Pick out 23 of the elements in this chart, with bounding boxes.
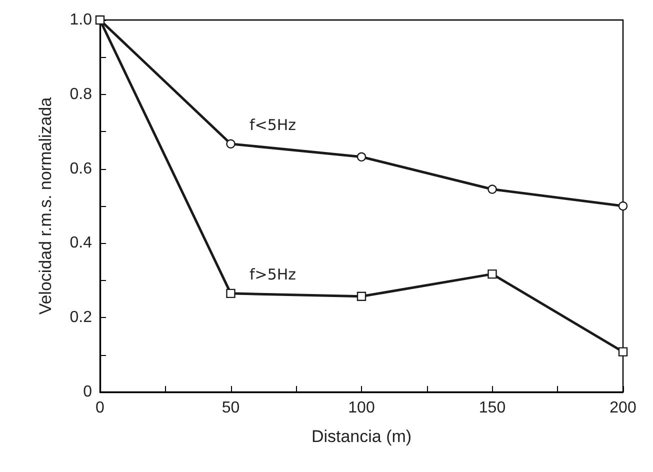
- point: [618, 347, 628, 356]
- y-tick-label: 0.4: [70, 234, 92, 252]
- x-tick-label: 50: [222, 400, 240, 416]
- point: [356, 292, 366, 301]
- y-tick-label: 0.2: [70, 309, 92, 326]
- x-tick-label: 150: [478, 400, 506, 416]
- y-tick-label: 0.6: [70, 160, 92, 178]
- y-tick-label: 0.8: [70, 86, 92, 103]
- series-label: f<5Hz: [249, 116, 296, 134]
- x-axis-title: Distancia (m): [311, 427, 412, 446]
- point: [488, 184, 497, 194]
- y-tick-label: 1.0: [70, 12, 92, 28]
- y-axis-title: Velocidad r.m.s. normalizada: [36, 96, 55, 315]
- y-tick-label: 0: [83, 384, 92, 400]
- point: [356, 152, 366, 162]
- point: [488, 269, 497, 279]
- point: [226, 288, 236, 298]
- x-tick-label: 200: [610, 400, 636, 416]
- point: [618, 201, 628, 211]
- x-tick-label: 0: [96, 400, 105, 416]
- point: [226, 139, 236, 148]
- series-label: f>5Hz: [249, 265, 296, 284]
- x-tick-label: 100: [348, 400, 375, 416]
